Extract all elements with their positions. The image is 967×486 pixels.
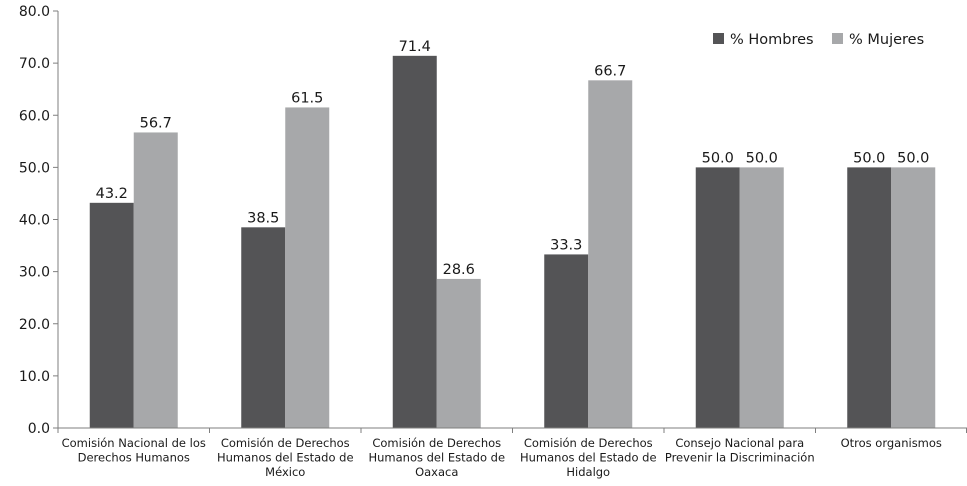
bar-mujeres	[133, 132, 178, 429]
category-label: Comisión Nacional de los Derechos Humanos	[62, 436, 206, 465]
category-label-line: Comisión de Derechos	[524, 436, 653, 450]
data-label: 61.5	[291, 90, 323, 106]
x-axis: Comisión Nacional de los Derechos Humanos…	[57, 427, 967, 479]
category-label: Comisión de Derechos Humanos del Estado d…	[217, 436, 354, 479]
data-label: 71.4	[399, 39, 431, 55]
category-label-line: Humanos del Estado de	[520, 451, 657, 465]
category-label-line: Comisión Nacional de los	[62, 436, 206, 450]
bar-mujeres	[739, 167, 784, 428]
data-label: 50.0	[897, 150, 929, 166]
category-label-line: Otros organismos	[841, 436, 942, 450]
data-label: 33.3	[550, 237, 582, 253]
category-label-line: Hidalgo	[566, 465, 610, 479]
data-label: 28.6	[443, 262, 475, 278]
bar-mujeres	[285, 107, 330, 429]
legend-swatch	[713, 33, 724, 44]
category-label: Comisión de Derechos Humanos del Estado d…	[368, 436, 505, 479]
y-tick-label: 0.0	[28, 421, 50, 437]
y-axis: 0.0 10.0 20.0 30.0 40.0 50.0 60.0 70.0 80.0	[19, 4, 59, 437]
bar-hombres	[544, 254, 589, 428]
category-label-line: Oaxaca	[415, 465, 458, 479]
data-label: 66.7	[594, 63, 626, 79]
bar-mujeres	[891, 167, 936, 428]
category-label-line: Prevenir la Discriminación	[665, 451, 815, 465]
data-label: 50.0	[746, 150, 778, 166]
category-label-line: Humanos del Estado de	[217, 451, 354, 465]
category-label-line: Comisión de Derechos	[372, 436, 501, 450]
data-label: 43.2	[96, 186, 128, 202]
legend: % Hombres % Mujeres	[713, 32, 924, 48]
y-tick-label: 60.0	[19, 108, 50, 124]
category-label-line: Derechos Humanos	[78, 451, 190, 465]
legend-swatch	[832, 33, 843, 44]
data-label: 50.0	[702, 150, 734, 166]
bar-mujeres	[436, 278, 481, 428]
category-label: Otros organismos	[841, 436, 942, 450]
bar-hombres	[847, 167, 892, 428]
data-labels: 43.2 38.5 71.4 33.3 50.0 50.0 56.7 61.5 28.6 66.7…	[96, 39, 930, 278]
bar-mujeres	[588, 80, 633, 429]
bar-hombres	[695, 167, 740, 428]
category-label-line: Consejo Nacional para	[675, 436, 804, 450]
bar-hombres	[89, 202, 134, 428]
y-tick-label: 20.0	[19, 317, 50, 333]
data-label: 56.7	[140, 115, 172, 131]
category-label-line: México	[265, 465, 305, 479]
bar-hombres	[392, 55, 437, 428]
bars	[89, 55, 936, 429]
legend-label: % Mujeres	[849, 32, 924, 48]
data-label: 50.0	[853, 150, 885, 166]
data-label: 38.5	[247, 210, 279, 226]
category-label-line: Humanos del Estado de	[368, 451, 505, 465]
legend-label: % Hombres	[730, 32, 814, 48]
y-tick-label: 80.0	[19, 4, 50, 20]
y-tick-label: 30.0	[19, 265, 50, 281]
category-label-line: Comisión de Derechos	[221, 436, 350, 450]
category-label: Comisión de Derechos Humanos del Estado d…	[520, 436, 657, 479]
y-tick-label: 70.0	[19, 56, 50, 72]
y-tick-label: 10.0	[19, 369, 50, 385]
category-label: Consejo Nacional para Prevenir la Discrim…	[665, 436, 815, 465]
y-tick-label: 40.0	[19, 213, 50, 229]
y-tick-label: 50.0	[19, 160, 50, 176]
bar-hombres	[241, 227, 286, 428]
